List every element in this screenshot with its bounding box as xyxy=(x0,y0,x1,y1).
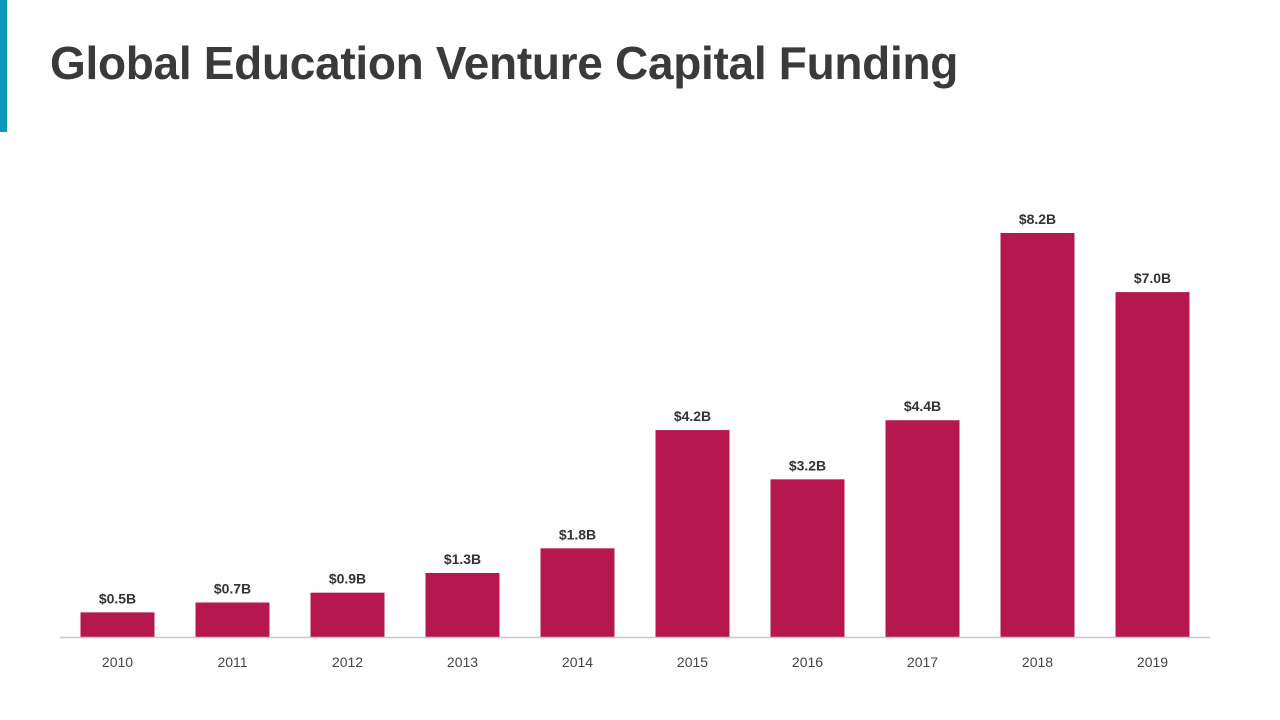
x-tick-2016: 2016 xyxy=(792,654,823,670)
data-label-2014: $1.8B xyxy=(559,526,596,542)
x-tick-2017: 2017 xyxy=(907,654,938,670)
data-label-2017: $4.4B xyxy=(904,398,941,414)
page-title: Global Education Venture Capital Funding xyxy=(50,37,959,89)
data-label-2012: $0.9B xyxy=(329,571,366,587)
bar-2017 xyxy=(885,420,960,637)
accent-bar xyxy=(0,0,7,132)
x-tick-2015: 2015 xyxy=(677,654,708,670)
x-tick-2019: 2019 xyxy=(1137,654,1168,670)
data-label-2015: $4.2B xyxy=(674,408,711,424)
data-label-2016: $3.2B xyxy=(789,457,826,473)
bar-2016 xyxy=(770,479,845,637)
bar-2014 xyxy=(540,548,615,637)
bar-2013 xyxy=(425,572,500,637)
x-tick-2012: 2012 xyxy=(332,654,363,670)
bar-2019 xyxy=(1115,292,1190,637)
x-tick-2013: 2013 xyxy=(447,654,478,670)
data-label-2010: $0.5B xyxy=(99,590,136,606)
x-tick-2014: 2014 xyxy=(562,654,593,670)
bar-2018 xyxy=(1000,233,1075,637)
bar-2010 xyxy=(80,612,155,637)
data-label-2018: $8.2B xyxy=(1019,211,1056,227)
bar-2015 xyxy=(655,430,730,637)
bar-2011 xyxy=(195,602,270,637)
x-tick-2010: 2010 xyxy=(102,654,133,670)
data-label-2019: $7.0B xyxy=(1134,270,1171,286)
x-tick-2011: 2011 xyxy=(217,654,247,670)
x-tick-2018: 2018 xyxy=(1022,654,1053,670)
data-label-2013: $1.3B xyxy=(444,551,481,567)
bar-2012 xyxy=(310,592,385,637)
data-label-2011: $0.7B xyxy=(214,581,251,597)
